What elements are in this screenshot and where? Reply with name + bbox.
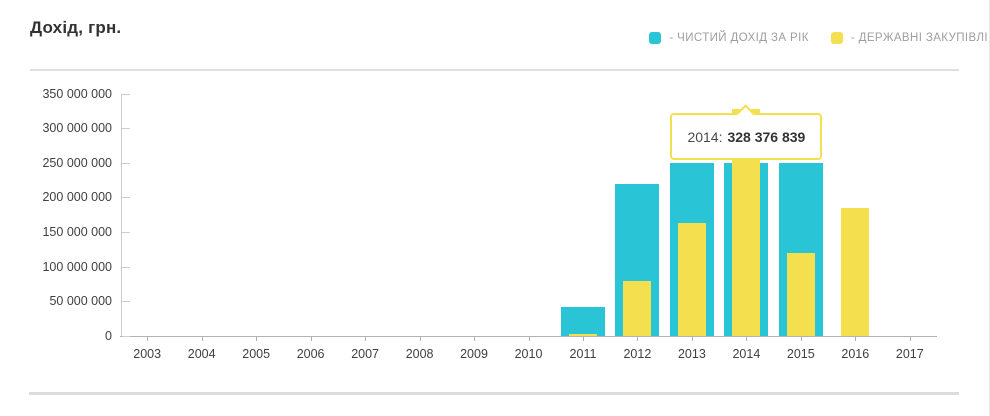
x-axis-label: 2009	[460, 347, 488, 361]
x-axis-label: 2010	[514, 347, 543, 361]
tooltip-arrow	[736, 104, 756, 123]
y-axis-tick	[122, 93, 130, 95]
x-axis-tick	[800, 336, 802, 341]
x-axis-label: 2011	[569, 347, 597, 361]
legend-label-net-income: - ЧИСТИЙ ДОХІД ЗА РІК	[669, 32, 809, 44]
y-axis-label: 200 000 000	[42, 190, 112, 205]
x-axis-label: 2012	[623, 347, 652, 361]
chart-title: Дохід, грн.	[30, 18, 122, 37]
x-axis-tick	[583, 336, 584, 341]
x-axis-tick	[909, 336, 911, 341]
legend-item-net-income[interactable]: - ЧИСТИЙ ДОХІД ЗА РІК	[649, 32, 808, 44]
x-axis-label: 2006	[296, 347, 325, 361]
y-axis-tick	[122, 301, 130, 303]
x-axis-label: 2014	[732, 347, 761, 361]
x-axis-tick	[474, 336, 475, 341]
y-axis-label: 150 000 000	[42, 225, 112, 240]
x-axis-tick	[147, 336, 149, 341]
bar-state-procurement-2016[interactable]	[841, 207, 870, 336]
bottom-divider	[29, 392, 959, 395]
x-axis-tick	[528, 336, 530, 341]
x-axis-label: 2015	[786, 347, 815, 361]
tooltip-value: 328 376 839	[727, 128, 806, 145]
y-axis-tick	[122, 266, 130, 268]
x-axis-label: 2005	[242, 347, 271, 361]
y-axis-line	[121, 93, 122, 336]
x-axis-tick	[855, 336, 857, 341]
x-axis-label: 2016	[841, 347, 870, 361]
bar-state-procurement-2013[interactable]	[677, 223, 706, 336]
y-axis-label: 350 000 000	[42, 86, 112, 101]
y-axis-label: 100 000 000	[42, 259, 112, 274]
bar-net-income-2011[interactable]	[561, 306, 605, 336]
x-axis-label: 2007	[351, 347, 379, 361]
y-axis-label: 250 000 000	[42, 155, 112, 170]
bar-state-procurement-2015[interactable]	[786, 252, 815, 336]
y-axis-tick	[122, 128, 130, 130]
x-axis-label: 2008	[405, 347, 434, 361]
x-axis-tick	[637, 336, 639, 341]
x-axis-label: 2004	[187, 347, 216, 361]
y-axis-tick	[122, 232, 130, 234]
x-axis-label: 2013	[677, 347, 706, 361]
y-axis-label: 50 000 000	[49, 294, 112, 309]
x-axis-tick	[256, 336, 258, 341]
legend-label-state-procurement: - ДЕРЖАВНІ ЗАКУПІВЛІ	[850, 32, 988, 44]
y-axis-tick	[122, 336, 130, 337]
x-axis-tick	[365, 336, 367, 341]
x-axis-tick	[746, 336, 748, 341]
bar-state-procurement-2011[interactable]	[569, 333, 597, 336]
x-axis-tick	[310, 336, 312, 341]
x-axis-label: 2017	[895, 347, 924, 361]
x-axis-label: 2003	[133, 347, 162, 361]
top-divider	[30, 69, 959, 71]
y-axis-tick	[122, 197, 130, 199]
legend-item-state-procurement[interactable]: - ДЕРЖАВНІ ЗАКУПІВЛІ	[830, 32, 988, 44]
tooltip-category: 2014:	[687, 128, 723, 145]
tooltip: 2014: 328 376 839	[670, 104, 823, 160]
chart-legend: - ЧИСТИЙ ДОХІД ЗА РІК - ДЕРЖАВНІ ЗАКУПІВ…	[649, 32, 988, 44]
x-axis-tick	[691, 336, 693, 341]
bar-state-procurement-2012[interactable]	[623, 280, 652, 336]
y-axis-tick	[122, 162, 130, 164]
state-procurement-swatch-icon	[830, 32, 843, 44]
y-axis-label: 300 000 000	[42, 121, 112, 136]
net-income-swatch-icon	[649, 32, 662, 44]
x-axis-tick	[419, 336, 421, 341]
x-axis-tick	[201, 336, 203, 341]
y-axis-label: 0	[105, 329, 112, 343]
